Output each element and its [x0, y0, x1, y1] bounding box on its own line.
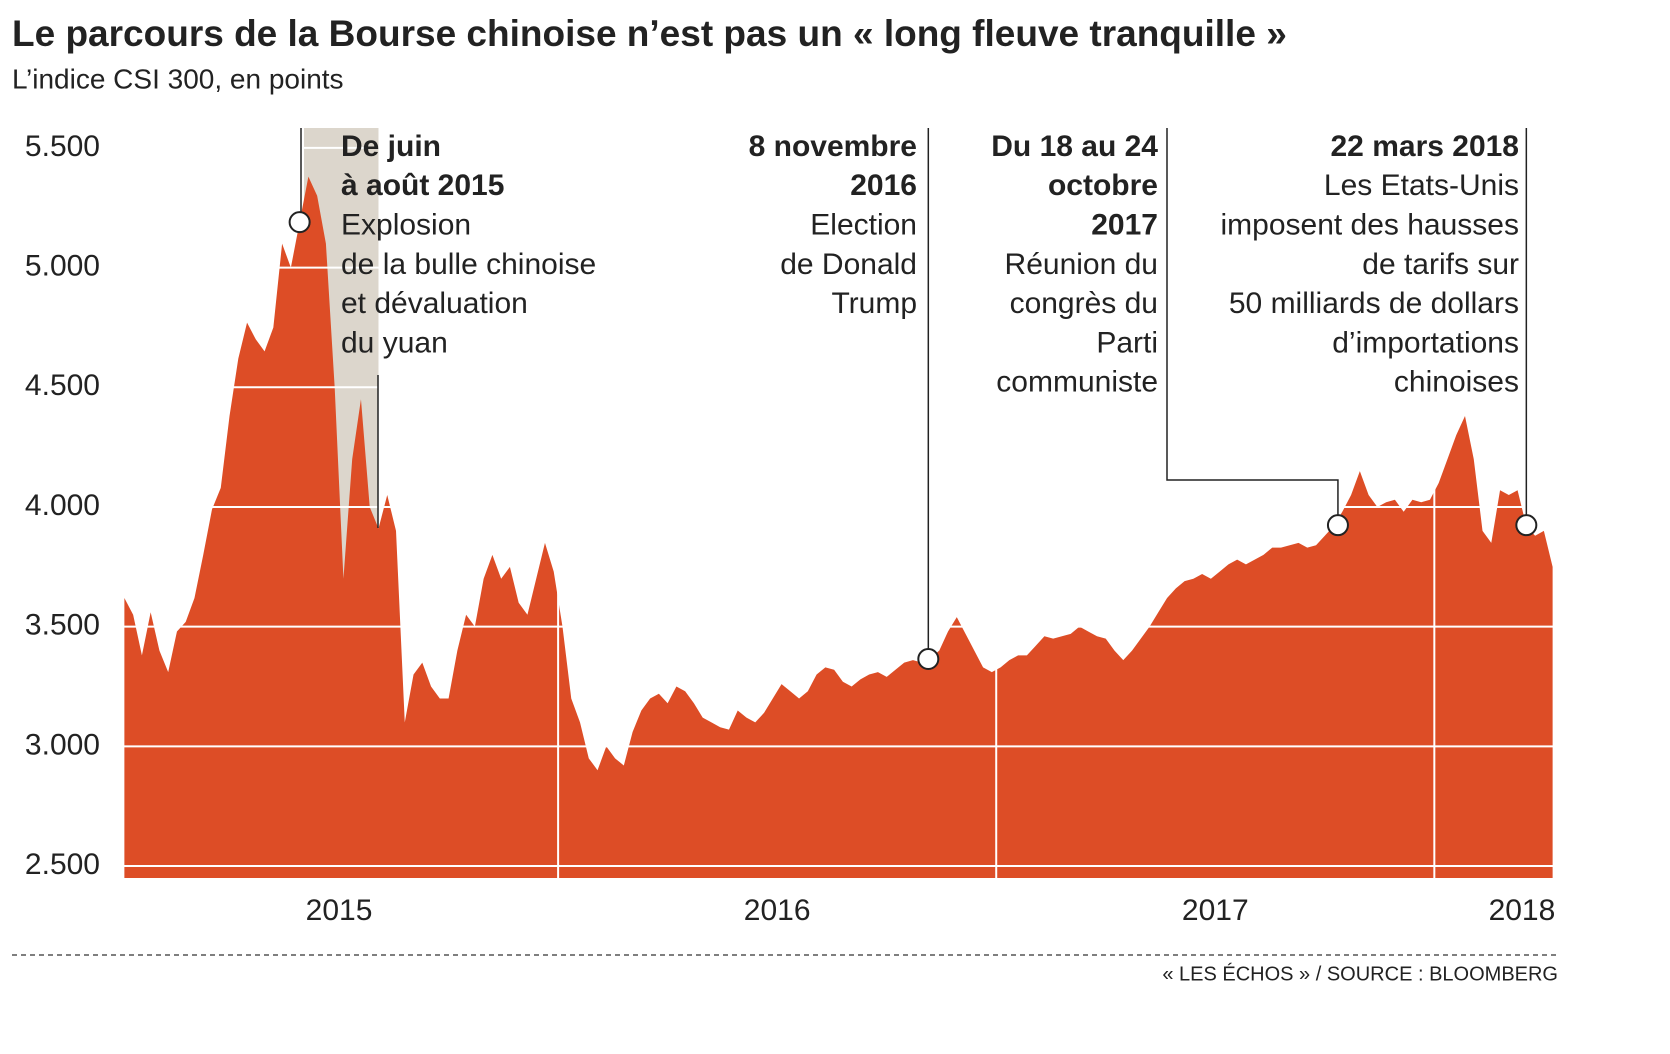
- source: « LES ÉCHOS » / SOURCE : BLOOMBERG: [1162, 962, 1558, 985]
- annotation-text: de tarifs sur: [1362, 248, 1519, 281]
- y-tick-label: 3.000: [25, 728, 100, 761]
- event-marker: [288, 211, 311, 234]
- y-tick-label: 3.500: [25, 609, 100, 642]
- annotation-text: Réunion du: [1005, 248, 1158, 281]
- annotation-text: Election: [810, 209, 917, 242]
- annotation-title: 8 novembre: [749, 130, 917, 163]
- leader-line: [300, 128, 379, 528]
- annotation-text: congrès du: [1010, 287, 1158, 320]
- leader-line: [1166, 128, 1339, 526]
- annotation-text: Les Etats-Unis: [1324, 169, 1519, 202]
- chart-title: Le parcours de la Bourse chinoise n’est …: [12, 13, 1287, 54]
- y-tick-label: 4.000: [25, 489, 100, 522]
- annotation-text: de la bulle chinoise: [341, 248, 596, 281]
- annotation-text: imposent des hausses: [1220, 209, 1519, 242]
- annotation-title: 2017: [1091, 209, 1158, 242]
- event-marker: [1326, 514, 1349, 537]
- annotation-text: 50 milliards de dollars: [1229, 287, 1519, 320]
- annotation-title: 2016: [850, 169, 917, 202]
- y-tick-label: 5.500: [25, 130, 100, 163]
- annotation-text: d’importations: [1332, 326, 1519, 359]
- annotation-title: octobre: [1048, 169, 1158, 202]
- x-tick-label: 2016: [744, 894, 811, 927]
- event-marker: [1515, 514, 1538, 537]
- annotation-text: de Donald: [780, 248, 917, 281]
- annotation-text: du yuan: [341, 326, 448, 359]
- x-tick-label: 2018: [1489, 894, 1556, 927]
- annotation-text: Parti: [1096, 326, 1158, 359]
- y-tick-label: 2.500: [25, 848, 100, 881]
- y-tick-label: 4.500: [25, 369, 100, 402]
- annotation-text: communiste: [996, 366, 1158, 399]
- event-marker: [917, 647, 940, 670]
- annotation-title: De juin: [341, 130, 441, 163]
- annotation-text: Trump: [831, 287, 917, 320]
- annotation-text: et dévaluation: [341, 287, 528, 320]
- annotation-text: Explosion: [341, 209, 471, 242]
- chart-subtitle: L’indice CSI 300, en points: [12, 63, 344, 94]
- annotation-title: 22 mars 2018: [1331, 130, 1520, 163]
- area: [124, 176, 1553, 878]
- annotation-title: Du 18 au 24: [991, 130, 1158, 163]
- y-tick-label: 5.000: [25, 250, 100, 283]
- x-tick-label: 2017: [1182, 894, 1249, 927]
- annotation-text: chinoises: [1394, 366, 1519, 399]
- annotation-title: à août 2015: [341, 169, 504, 202]
- x-tick-label: 2015: [306, 894, 373, 927]
